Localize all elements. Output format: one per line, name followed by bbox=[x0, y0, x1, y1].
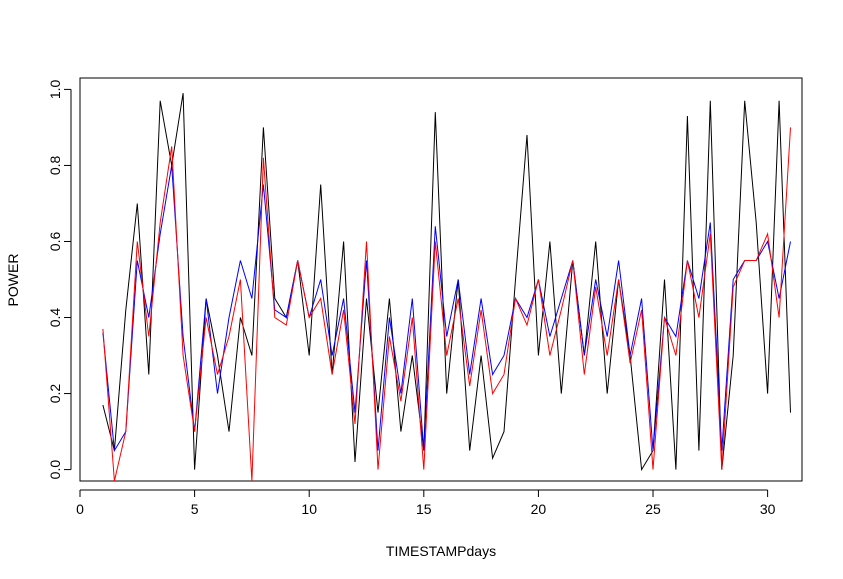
y-tick-label: 0.2 bbox=[47, 384, 63, 404]
x-tick-label: 10 bbox=[301, 501, 317, 517]
y-tick-label: 0.6 bbox=[47, 232, 63, 252]
series-line-0 bbox=[102, 93, 791, 472]
x-axis: 0 5 10 15 20 25 30 bbox=[76, 489, 776, 517]
y-tick-label: 0.4 bbox=[47, 308, 63, 328]
y-tick-label: 0.0 bbox=[47, 460, 63, 480]
x-tick-label: 20 bbox=[531, 501, 547, 517]
series-line-2 bbox=[102, 127, 791, 482]
y-tick-label: 1.0 bbox=[47, 79, 63, 99]
plot-frame bbox=[79, 77, 803, 482]
series-line-1 bbox=[102, 165, 791, 453]
series-layer bbox=[102, 93, 791, 482]
y-axis: 0.0 0.2 0.4 0.6 0.8 1.0 bbox=[47, 79, 72, 480]
x-tick-label: 5 bbox=[191, 501, 199, 517]
y-tick-label: 0.8 bbox=[47, 156, 63, 176]
x-axis-title: TIMESTAMPdays bbox=[386, 543, 496, 559]
y-axis-title: POWER bbox=[5, 254, 21, 307]
x-tick-label: 25 bbox=[645, 501, 661, 517]
x-tick-label: 15 bbox=[416, 501, 432, 517]
x-tick-label: 30 bbox=[760, 501, 776, 517]
x-tick-label: 0 bbox=[76, 501, 84, 517]
